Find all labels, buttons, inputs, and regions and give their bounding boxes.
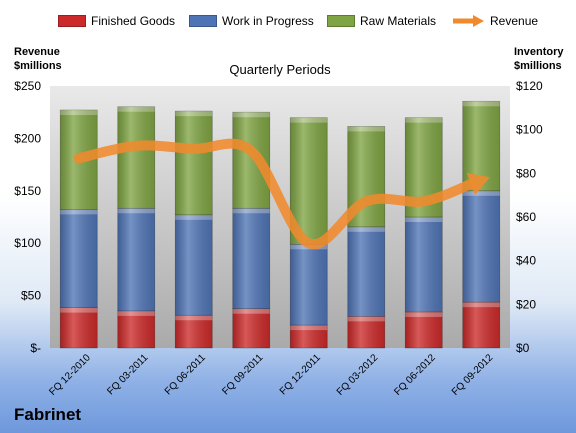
- legend-swatch-work-in-progress: [189, 15, 217, 27]
- x-tick-label: FQ 12-2011: [278, 352, 323, 397]
- x-tick-label: FQ 03-2011: [105, 352, 150, 397]
- x-tick-label: FQ 09-2012: [450, 352, 496, 398]
- x-tick-label: FQ 03-2012: [335, 352, 381, 398]
- legend-swatch-raw-materials: [327, 15, 355, 27]
- legend-finished-goods: Finished Goods: [58, 14, 175, 28]
- legend-label-revenue: Revenue: [490, 14, 539, 28]
- left-axis-title-line1: Revenue: [14, 46, 60, 58]
- bar-gloss: [405, 311, 443, 348]
- bar-gloss: [117, 208, 155, 311]
- left-tick-label: $-: [30, 341, 41, 355]
- right-axis-title-line2: $millions: [514, 60, 562, 72]
- bar-gloss: [290, 325, 328, 348]
- left-tick-label: $250: [14, 79, 41, 93]
- bar-gloss: [60, 307, 98, 348]
- legend-work-in-progress: Work in Progress: [189, 14, 314, 28]
- bar-gloss: [117, 310, 155, 348]
- x-tick-label: FQ 06-2012: [392, 352, 438, 398]
- bar-gloss: [175, 214, 213, 316]
- right-tick-label: $80: [516, 166, 536, 180]
- bar-gloss: [405, 217, 443, 312]
- revenue-line: [73, 138, 476, 250]
- right-tick-label: $0: [516, 341, 530, 355]
- right-axis-title: Inventory $millions: [514, 45, 564, 73]
- bar-gloss: [290, 244, 328, 326]
- right-tick-label: $20: [516, 297, 536, 311]
- right-tick-label: $100: [516, 123, 543, 137]
- bar-gloss: [60, 209, 98, 308]
- legend-arrow-icon: [453, 15, 484, 27]
- bar-gloss: [175, 111, 213, 215]
- chart-title: Quarterly Periods: [229, 62, 331, 77]
- bar-gloss: [347, 226, 385, 317]
- left-tick-label: $150: [14, 184, 41, 198]
- left-tick-label: $200: [14, 131, 41, 145]
- left-axis-title: Revenue $millions: [14, 45, 62, 73]
- legend-swatch-finished-goods: [58, 15, 86, 27]
- right-tick-label: $40: [516, 254, 536, 268]
- bar-gloss: [347, 316, 385, 348]
- bar-gloss: [462, 302, 500, 348]
- legend-label-work-in-progress: Work in Progress: [222, 14, 314, 28]
- left-axis-title-line2: $millions: [14, 60, 62, 72]
- x-tick-label: FQ 12-2010: [47, 352, 93, 398]
- legend-label-raw-materials: Raw Materials: [360, 14, 437, 28]
- left-tick-label: $50: [21, 289, 41, 303]
- right-tick-label: $120: [516, 79, 543, 93]
- legend-label-finished-goods: Finished Goods: [91, 14, 176, 28]
- right-axis-title-line1: Inventory: [514, 46, 564, 58]
- bar-gloss: [232, 208, 270, 309]
- left-tick-label: $100: [14, 236, 41, 250]
- bar-gloss: [175, 315, 213, 348]
- legend-raw-materials: Raw Materials: [327, 14, 436, 28]
- bar-gloss: [232, 308, 270, 348]
- bar-gloss: [462, 190, 500, 303]
- bar-gloss: [117, 106, 155, 209]
- revenue-arrowhead: [466, 172, 490, 196]
- right-tick-label: $60: [516, 210, 536, 224]
- company-name: Fabrinet: [14, 405, 82, 424]
- x-tick-label: FQ 09-2011: [220, 352, 265, 397]
- x-tick-label: FQ 06-2011: [163, 352, 208, 397]
- legend-revenue: Revenue: [451, 14, 538, 28]
